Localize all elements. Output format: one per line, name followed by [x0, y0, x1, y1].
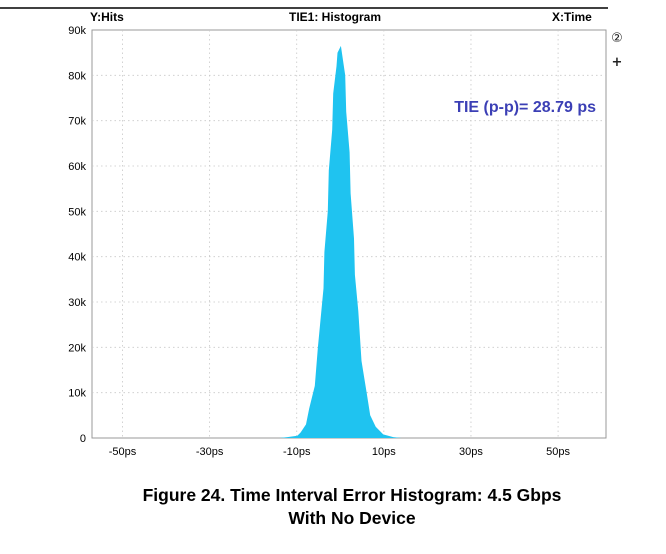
y-tick-label: 60k — [68, 161, 86, 173]
y-axis-header: Y:Hits — [90, 10, 124, 24]
x-tick-label: -30ps — [196, 446, 224, 458]
y-tick-label: 40k — [68, 252, 86, 264]
y-tick-label: 10k — [68, 388, 86, 400]
channel-2-button[interactable]: ② — [611, 31, 623, 46]
add-button[interactable]: + — [611, 55, 623, 70]
chart-title: TIE1: Histogram — [289, 10, 381, 24]
x-axis-header: X:Time — [552, 10, 592, 24]
figure-caption: Figure 24. Time Interval Error Histogram… — [60, 484, 644, 530]
y-tick-label: 70k — [68, 116, 86, 128]
tie-annotation: TIE (p-p)= 28.79 ps — [454, 99, 596, 116]
caption-line-1: Figure 24. Time Interval Error Histogram… — [142, 485, 562, 505]
x-tick-label: -10ps — [283, 446, 311, 458]
y-tick-label: 30k — [68, 297, 86, 309]
x-tick-label: 50ps — [546, 446, 570, 458]
x-tick-label: -50ps — [109, 446, 137, 458]
y-tick-label: 80k — [68, 70, 86, 82]
caption-line-2: With No Device — [288, 508, 416, 528]
y-tick-label: 90k — [68, 25, 86, 37]
y-tick-label: 0 — [80, 433, 86, 445]
histogram-area — [279, 45, 402, 439]
x-tick-label: 10ps — [372, 446, 396, 458]
y-tick-label: 50k — [68, 206, 86, 218]
histogram-figure: Y:Hits TIE1: Histogram X:Time 0 10k 20k 30k… — [0, 7, 623, 458]
histogram-chart: Y:Hits TIE1: Histogram X:Time 0 10k 20k 30k… — [0, 7, 608, 458]
y-tick-label: 20k — [68, 342, 86, 354]
axis-ticks: 0 10k 20k 30k 40k 50k 60k 70k 80k 90k -50ps -30ps -1… — [68, 25, 570, 458]
x-tick-label: 30ps — [459, 446, 483, 458]
